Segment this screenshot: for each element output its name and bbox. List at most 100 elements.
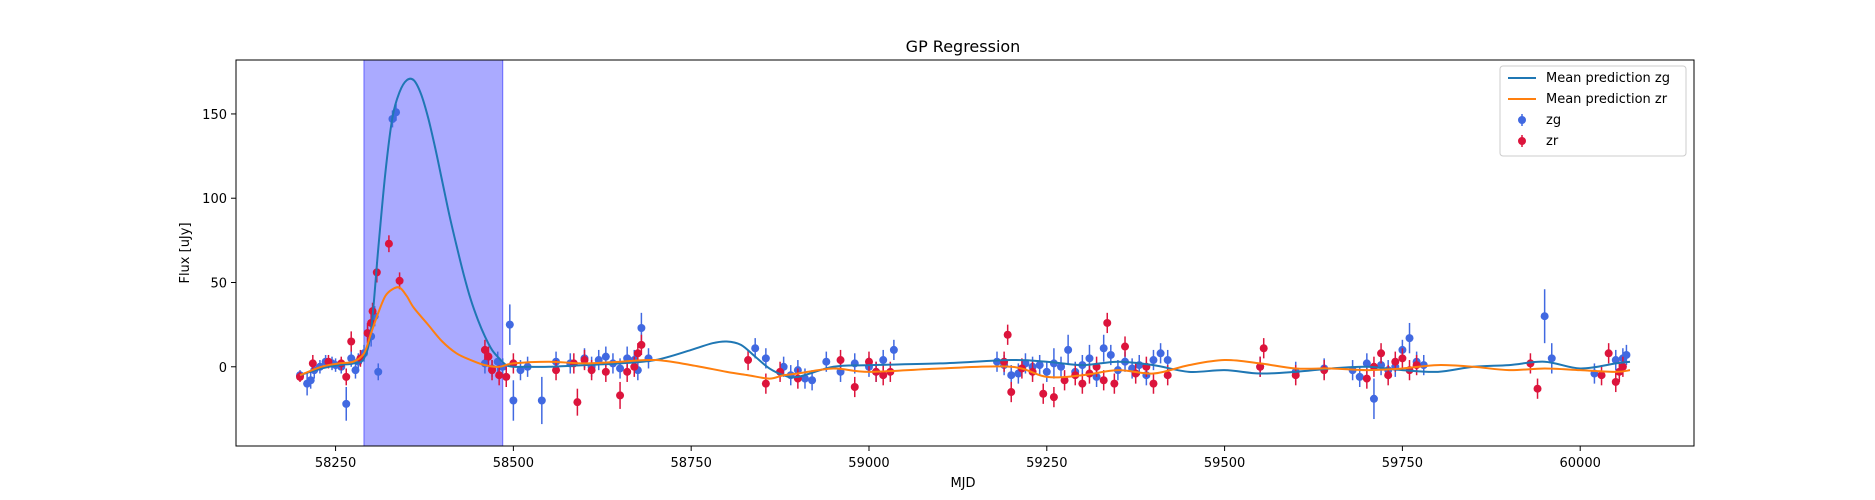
data-point-zr bbox=[1398, 354, 1407, 363]
data-point-zg bbox=[1405, 334, 1414, 343]
data-point-zg bbox=[1369, 394, 1378, 403]
x-tick-label: 58500 bbox=[493, 456, 534, 471]
x-tick-label: 59000 bbox=[848, 456, 889, 471]
data-point-zg bbox=[342, 399, 351, 408]
data-point-zr bbox=[573, 398, 582, 407]
series-mean-prediction-zr bbox=[299, 286, 1631, 380]
x-tick-label: 60000 bbox=[1560, 456, 1601, 471]
y-tick-label: 100 bbox=[202, 192, 227, 207]
data-point-zr bbox=[1099, 376, 1108, 385]
legend-label-zg: zg bbox=[1546, 113, 1561, 128]
data-point-zg bbox=[601, 352, 610, 361]
data-point-zr bbox=[484, 352, 493, 361]
data-point-zr bbox=[1049, 393, 1058, 402]
data-point-zr bbox=[616, 391, 625, 400]
data-point-zr bbox=[623, 367, 632, 376]
data-point-zg bbox=[1064, 345, 1073, 354]
x-tick-label: 59250 bbox=[1026, 456, 1067, 471]
data-point-zr bbox=[1039, 389, 1048, 398]
data-point-zr bbox=[1110, 379, 1119, 388]
data-point-zr bbox=[744, 356, 753, 365]
data-point-zr bbox=[1597, 371, 1606, 380]
data-point-zr bbox=[342, 372, 351, 381]
legend: Mean prediction zg Mean prediction zr zg… bbox=[1499, 65, 1687, 157]
data-point-zr bbox=[850, 383, 859, 392]
data-point-zr bbox=[1391, 357, 1400, 366]
data-point-zr bbox=[1377, 349, 1386, 358]
data-point-zr bbox=[1259, 344, 1268, 353]
x-tick-label: 59750 bbox=[1382, 456, 1423, 471]
data-point-zr bbox=[1103, 318, 1112, 327]
data-point-zr bbox=[1163, 371, 1172, 380]
legend-label-zr-mean: Mean prediction zr bbox=[1546, 92, 1668, 107]
data-point-zr bbox=[864, 357, 873, 366]
data-point-zg bbox=[1035, 361, 1044, 370]
data-point-zr bbox=[384, 239, 393, 248]
data-point-zr bbox=[836, 356, 845, 365]
data-point-zg bbox=[751, 344, 760, 353]
x-axis-label: MJD bbox=[950, 476, 975, 491]
data-point-zg bbox=[1057, 362, 1066, 371]
data-point-zg bbox=[537, 396, 546, 405]
line-mean-prediction-zr bbox=[299, 286, 1631, 380]
data-point-zg bbox=[616, 364, 625, 373]
data-point-zg bbox=[351, 366, 360, 375]
y-axis: 0 50 100 150 bbox=[202, 108, 236, 376]
data-point-zr bbox=[1003, 330, 1012, 339]
data-point-zr bbox=[1121, 342, 1130, 351]
data-point-zr bbox=[761, 379, 770, 388]
data-point-zr bbox=[324, 357, 333, 366]
data-point-zr bbox=[502, 372, 511, 381]
data-point-zr bbox=[488, 366, 497, 375]
data-point-zr bbox=[1533, 384, 1542, 393]
data-point-zg bbox=[879, 356, 888, 365]
data-point-zr bbox=[1362, 374, 1371, 383]
data-point-zg bbox=[1106, 350, 1115, 359]
data-point-zg bbox=[347, 354, 356, 363]
data-point-zr bbox=[1149, 379, 1158, 388]
data-point-zr bbox=[580, 356, 589, 365]
data-point-zr bbox=[1078, 379, 1087, 388]
x-tick-label: 59500 bbox=[1204, 456, 1245, 471]
data-point-zg bbox=[637, 324, 646, 333]
data-point-zg bbox=[1622, 350, 1631, 359]
highlight-band bbox=[363, 59, 504, 447]
data-point-zr bbox=[347, 337, 356, 346]
data-point-zr bbox=[1256, 362, 1265, 371]
data-point-zr bbox=[601, 367, 610, 376]
series-layer bbox=[296, 77, 1631, 425]
legend-marker-zr bbox=[1518, 137, 1526, 145]
data-point-zg bbox=[509, 396, 518, 405]
data-point-zr bbox=[395, 276, 404, 285]
legend-label-zg-mean: Mean prediction zg bbox=[1546, 71, 1670, 86]
data-point-zg bbox=[1611, 356, 1620, 365]
data-point-zg bbox=[306, 376, 315, 385]
data-point-zg bbox=[1042, 367, 1051, 376]
legend-label-zr: zr bbox=[1546, 134, 1559, 149]
plot-frame bbox=[235, 59, 1695, 447]
data-point-zg bbox=[1540, 312, 1549, 321]
data-point-zg bbox=[1099, 344, 1108, 353]
data-point-zg bbox=[808, 376, 817, 385]
data-point-zr bbox=[480, 345, 489, 354]
y-tick-label: 50 bbox=[210, 276, 227, 291]
y-tick-label: 150 bbox=[202, 108, 227, 123]
data-point-zg bbox=[1355, 372, 1364, 381]
data-point-zr bbox=[1007, 388, 1016, 397]
data-point-zg bbox=[889, 345, 898, 354]
x-tick-label: 58750 bbox=[671, 456, 712, 471]
data-point-zr bbox=[1060, 376, 1069, 385]
y-axis-label: Flux [uJy] bbox=[178, 222, 193, 283]
data-point-zg bbox=[1163, 356, 1172, 365]
chart-title: GP Regression bbox=[906, 37, 1021, 56]
data-point-zg bbox=[1156, 349, 1165, 358]
data-point-zr bbox=[630, 362, 639, 371]
data-point-zr bbox=[308, 359, 317, 368]
data-point-zg bbox=[1149, 356, 1158, 365]
data-point-zg bbox=[374, 367, 383, 376]
data-point-zr bbox=[1000, 357, 1009, 366]
y-tick-label: 0 bbox=[219, 361, 227, 376]
data-point-zg bbox=[1547, 354, 1556, 363]
x-axis: 58250 58500 58750 59000 59250 59500 59750 60000 bbox=[315, 446, 1601, 471]
